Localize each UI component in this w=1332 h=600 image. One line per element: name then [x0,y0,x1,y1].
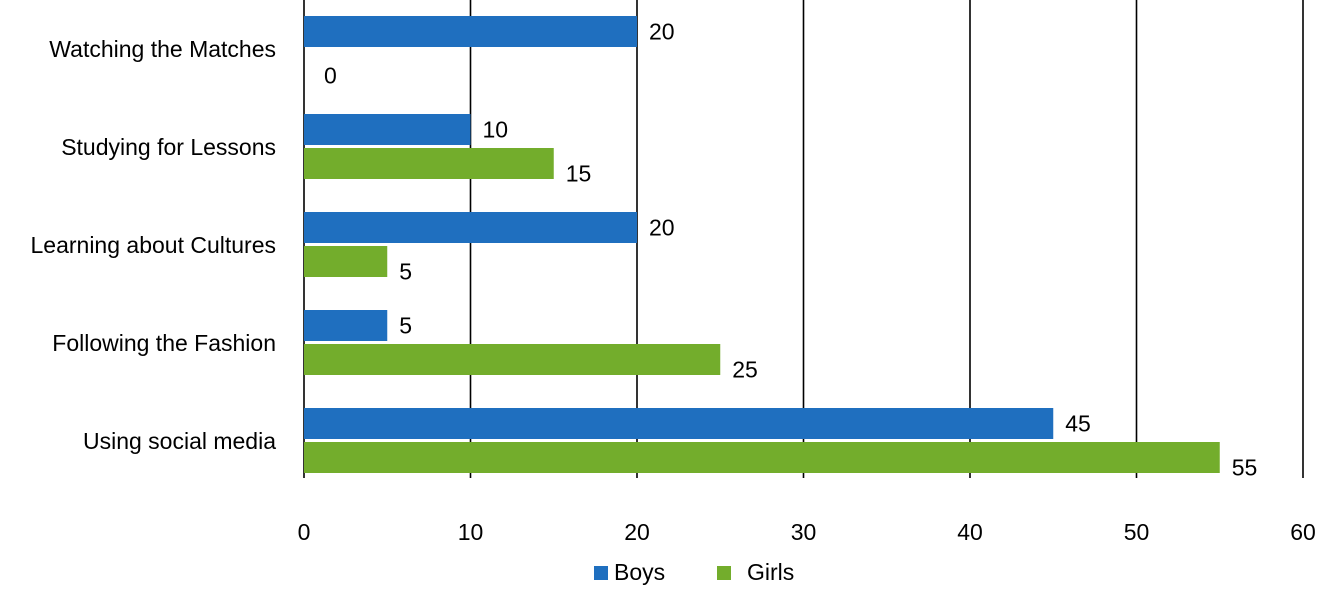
data-label-boys: 45 [1065,411,1091,437]
bar-boys [304,16,637,47]
legend-label-boys: Boys [614,559,665,585]
data-label-girls: 0 [324,63,337,89]
bar-boys [304,408,1054,439]
bar-girls [304,344,721,375]
bar-girls [304,442,1220,473]
category-label: Learning about Cultures [31,232,277,258]
x-tick-label: 10 [458,519,484,545]
data-label-boys: 5 [399,313,412,339]
data-label-boys: 10 [483,117,509,143]
bar-boys [304,212,637,243]
legend-label-girls: Girls [747,559,794,585]
x-tick-label: 60 [1290,519,1316,545]
bar-girls [304,148,554,179]
category-label: Following the Fashion [52,330,276,356]
legend-swatch-girls [717,566,731,580]
bar-girls [304,246,388,277]
data-label-boys: 20 [649,215,675,241]
data-label-girls: 25 [732,357,758,383]
data-label-boys: 20 [649,19,675,45]
x-tick-label: 0 [298,519,311,545]
bar-boys [304,114,471,145]
data-label-girls: 5 [399,259,412,285]
legend-swatch-boys [594,566,608,580]
category-label: Using social media [83,428,276,454]
x-tick-label: 40 [957,519,983,545]
x-tick-label: 20 [624,519,650,545]
x-tick-label: 30 [791,519,817,545]
bar-boys [304,310,388,341]
category-label: Studying for Lessons [61,134,276,160]
category-label: Watching the Matches [49,36,276,62]
data-label-girls: 55 [1232,455,1258,481]
x-tick-label: 50 [1124,519,1150,545]
data-label-girls: 15 [566,161,592,187]
